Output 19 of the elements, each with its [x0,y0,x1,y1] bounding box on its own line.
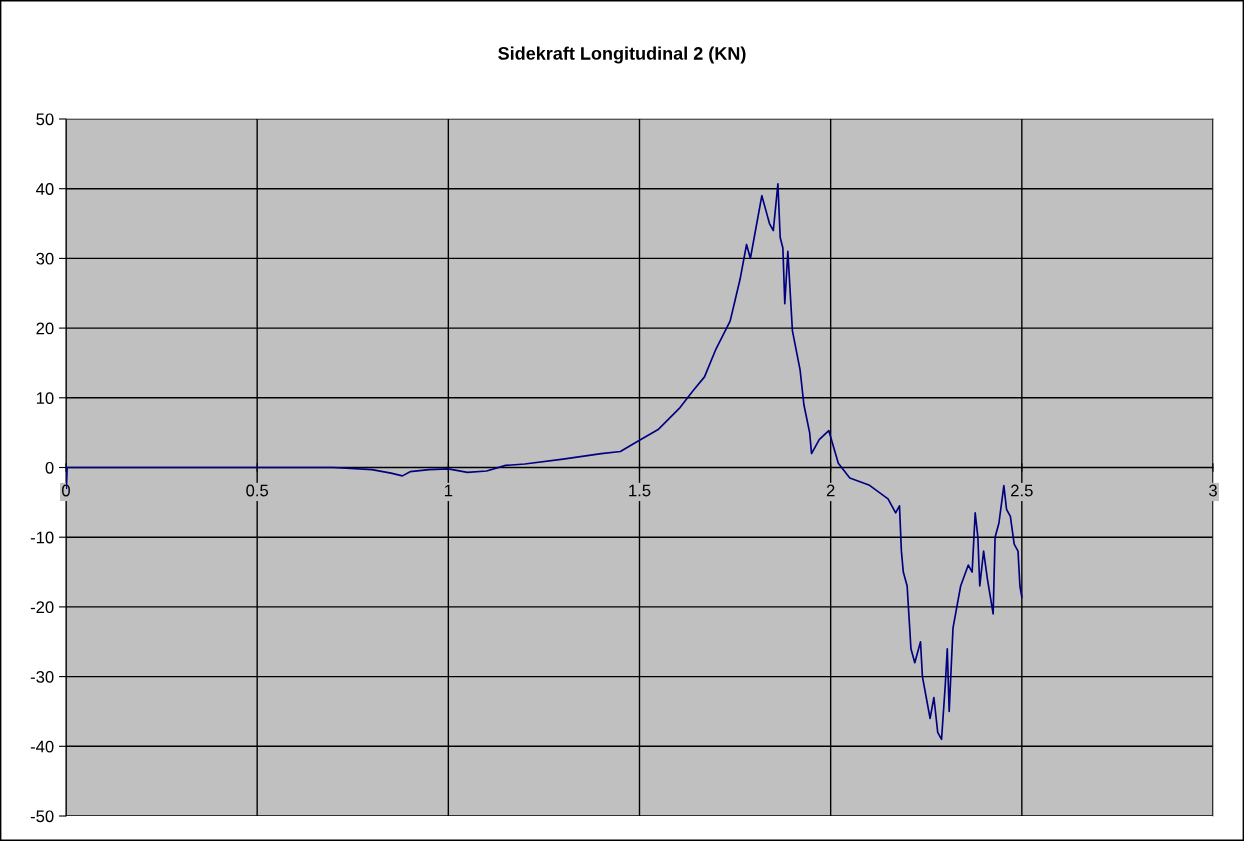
y-tick-label: -40 [30,740,54,753]
x-tick-label: 2.5 [1011,484,1033,497]
y-tick-label: -30 [30,671,54,683]
x-tick-label: 0 [62,484,70,497]
y-tick-label: 50 [36,113,54,126]
y-tick-label: 20 [36,322,54,335]
y-tick-label: -10 [30,531,54,544]
x-tick-label: 0.5 [246,484,269,497]
y-tick-label: -20 [30,601,54,614]
chart-title: Sidekraft Longitudinal 2 (KN) [498,46,746,64]
y-tick-label: -50 [30,810,54,823]
y-tick-label: 30 [36,252,54,265]
x-tick-label: 3 [1209,484,1217,497]
x-tick-label: 1 [444,484,453,497]
x-tick-label: 2 [826,484,835,497]
y-tick-label: 10 [36,392,54,404]
y-tick-label: 0 [45,461,54,474]
y-tick-label: 40 [36,183,54,195]
x-tick-label: 1.5 [629,484,651,497]
